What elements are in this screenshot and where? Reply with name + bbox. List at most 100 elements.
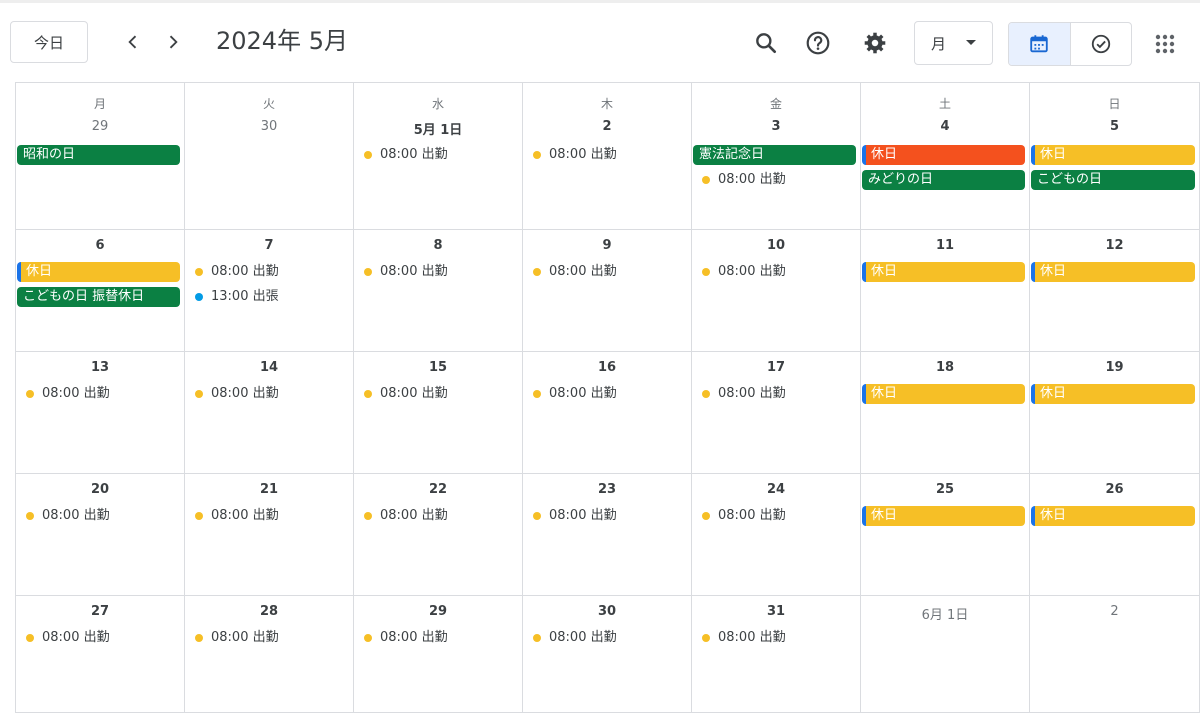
day-cell[interactable]: 6月 1日 [860,596,1029,713]
event-chip[interactable]: 休日 [1031,506,1195,526]
day-cell[interactable]: 19 休日 [1029,352,1200,474]
event-chip[interactable]: みどりの日 [862,170,1025,190]
day-cell[interactable]: 17 08:00 出勤 [691,352,860,474]
date-number[interactable]: 19 [1105,360,1124,375]
previous-month-button[interactable] [118,27,148,57]
event-chip[interactable]: 休日 [17,262,180,282]
day-cell[interactable]: 31 08:00 出勤 [691,596,860,713]
date-number[interactable]: 24 [766,482,786,497]
day-cell[interactable]: 22 08:00 出勤 [353,474,522,596]
calendar-view-toggle[interactable] [1009,23,1071,65]
day-cell[interactable]: 土 4 休日 みどりの日 [860,83,1029,230]
date-number[interactable]: 20 [90,482,110,497]
date-number[interactable]: 28 [259,604,279,619]
date-number[interactable]: 10 [766,238,786,253]
event-item[interactable]: 13:00 出張 [195,287,279,307]
day-cell[interactable]: 11 休日 [860,230,1029,352]
event-item[interactable]: 08:00 出勤 [364,262,448,282]
date-number[interactable]: 27 [90,604,110,619]
view-selector[interactable]: 月 [914,21,993,65]
event-item[interactable]: 08:00 出勤 [533,628,617,648]
today-button[interactable]: 今日 [10,21,88,63]
event-item[interactable]: 08:00 出勤 [26,384,110,404]
event-item[interactable]: 08:00 出勤 [26,506,110,526]
day-cell[interactable]: 20 08:00 出勤 [15,474,184,596]
day-cell[interactable]: 21 08:00 出勤 [184,474,353,596]
day-cell[interactable]: 26 休日 [1029,474,1200,596]
event-chip[interactable]: 休日 [862,384,1025,404]
day-cell[interactable]: 27 08:00 出勤 [15,596,184,713]
day-cell[interactable]: 2 [1029,596,1200,713]
date-number[interactable]: 12 [1105,238,1124,253]
event-item[interactable]: 08:00 出勤 [364,384,448,404]
date-number[interactable]: 30 [260,119,278,134]
search-button[interactable] [748,25,784,61]
event-item[interactable]: 08:00 出勤 [533,262,617,282]
tasks-view-toggle[interactable] [1071,23,1132,65]
event-chip[interactable]: 憲法記念日 [693,145,856,165]
event-chip[interactable]: 休日 [862,506,1025,526]
date-number[interactable]: 5 [1109,119,1120,134]
day-cell[interactable]: 日 5 休日 こどもの日 [1029,83,1200,230]
date-number[interactable]: 9 [602,238,612,253]
date-number[interactable]: 26 [1105,482,1124,497]
event-item[interactable]: 08:00 出勤 [195,628,279,648]
date-number[interactable]: 21 [259,482,279,497]
date-number[interactable]: 6月 1日 [921,608,969,623]
day-cell[interactable]: 18 休日 [860,352,1029,474]
date-number[interactable]: 18 [935,360,955,375]
event-chip[interactable]: 休日 [862,262,1025,282]
date-number[interactable]: 16 [597,360,617,375]
date-number[interactable]: 7 [264,238,274,253]
event-chip[interactable]: こどもの日 [1031,170,1195,190]
day-cell[interactable]: 15 08:00 出勤 [353,352,522,474]
event-chip[interactable]: 休日 [1031,262,1195,282]
event-item[interactable]: 08:00 出勤 [195,506,279,526]
date-number[interactable]: 4 [940,119,950,134]
event-chip[interactable]: 休日 [1031,384,1195,404]
date-number[interactable]: 5月 1日 [413,123,463,138]
date-number[interactable]: 2 [602,119,612,134]
day-cell[interactable]: 月 29 昭和の日 [15,83,184,230]
date-number[interactable]: 31 [766,604,786,619]
event-item[interactable]: 08:00 出勤 [702,628,786,648]
date-number[interactable]: 29 [428,604,448,619]
day-cell[interactable]: 木 2 08:00 出勤 [522,83,691,230]
event-item[interactable]: 08:00 出勤 [364,145,448,165]
event-item[interactable]: 08:00 出勤 [702,384,786,404]
event-chip[interactable]: 休日 [1031,145,1195,165]
day-cell[interactable]: 16 08:00 出勤 [522,352,691,474]
event-item[interactable]: 08:00 出勤 [702,262,786,282]
date-number[interactable]: 8 [433,238,443,253]
event-chip[interactable]: こどもの日 振替休日 [17,287,180,307]
next-month-button[interactable] [158,27,188,57]
day-cell[interactable]: 9 08:00 出勤 [522,230,691,352]
date-number[interactable]: 14 [259,360,279,375]
event-item[interactable]: 08:00 出勤 [26,628,110,648]
event-chip[interactable]: 昭和の日 [17,145,180,165]
day-cell[interactable]: 14 08:00 出勤 [184,352,353,474]
date-number[interactable]: 6 [95,238,105,253]
date-number[interactable]: 23 [597,482,617,497]
day-cell[interactable]: 水 5月 1日 08:00 出勤 [353,83,522,230]
day-cell[interactable]: 13 08:00 出勤 [15,352,184,474]
event-item[interactable]: 08:00 出勤 [195,262,279,282]
day-cell[interactable]: 金 3 憲法記念日 08:00 出勤 [691,83,860,230]
day-cell[interactable]: 10 08:00 出勤 [691,230,860,352]
date-number[interactable]: 11 [935,238,955,253]
day-cell[interactable]: 25 休日 [860,474,1029,596]
day-cell[interactable]: 24 08:00 出勤 [691,474,860,596]
date-number[interactable]: 2 [1110,604,1119,619]
settings-button[interactable] [857,25,893,61]
event-item[interactable]: 08:00 出勤 [533,384,617,404]
date-number[interactable]: 22 [428,482,448,497]
event-item[interactable]: 08:00 出勤 [702,170,786,190]
day-cell[interactable]: 23 08:00 出勤 [522,474,691,596]
event-item[interactable]: 08:00 出勤 [364,628,448,648]
event-item[interactable]: 08:00 出勤 [702,506,786,526]
event-item[interactable]: 08:00 出勤 [364,506,448,526]
help-button[interactable] [800,25,836,61]
day-cell[interactable]: 29 08:00 出勤 [353,596,522,713]
event-chip[interactable]: 休日 [862,145,1025,165]
day-cell[interactable]: 7 08:00 出勤 13:00 出張 [184,230,353,352]
